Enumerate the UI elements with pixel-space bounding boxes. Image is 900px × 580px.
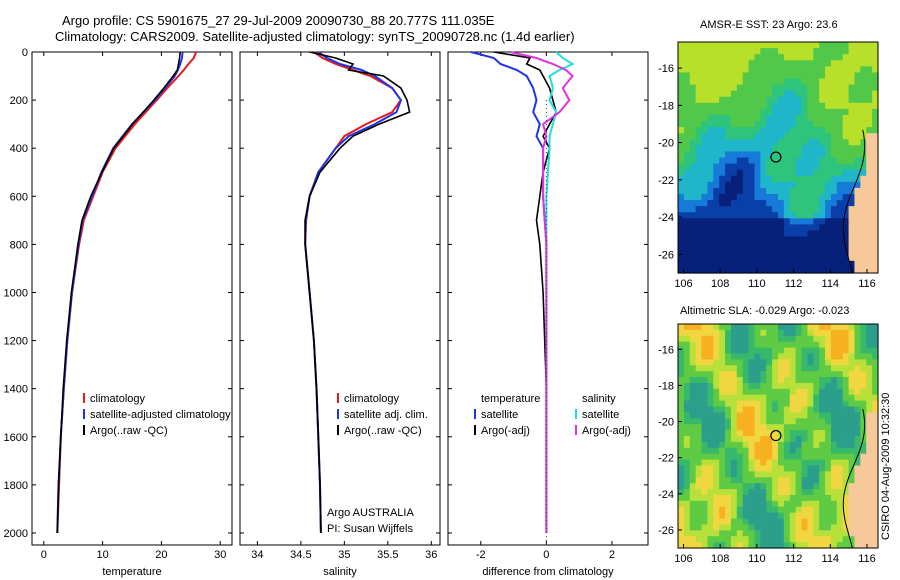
panel-1-frame xyxy=(31,51,233,546)
legend2-climatology-label: climatology xyxy=(344,393,400,405)
map1-lat-label: -16 xyxy=(658,63,674,75)
figure-title-line2: Climatology: CARS2009. Satellite-adjuste… xyxy=(55,29,575,44)
panel-1-xtick-label: 30 xyxy=(214,549,226,561)
map1-lon-label: 106 xyxy=(674,278,692,290)
legend3-temp-argo-label: Argo(-adj) xyxy=(481,425,530,437)
panel-3-xlabel: difference from climatology xyxy=(482,566,614,578)
panel-2-frame xyxy=(239,51,441,546)
depth-tick-label: 1000 xyxy=(4,287,28,299)
map2-field xyxy=(678,324,879,549)
legend3-sal-satellite-label: satellite xyxy=(582,409,619,421)
legend3-temp-satellite-label: satellite xyxy=(481,409,518,421)
panel-3-frame xyxy=(447,51,649,546)
depth-tick-label: 200 xyxy=(10,95,28,107)
map1-lat-label: -18 xyxy=(658,100,674,112)
map2-lat-label: -24 xyxy=(658,489,674,501)
figure-title-line1: Argo profile: CS 5901675_27 29-Jul-2009 … xyxy=(62,13,495,28)
map1-coastline xyxy=(842,129,866,274)
depth-tick-label: 1600 xyxy=(4,432,28,444)
legend3-sal-argo-label: Argo(-adj) xyxy=(582,425,631,437)
pi-name-label: PI: Susan Wijffels xyxy=(327,523,413,535)
map1-frame xyxy=(677,41,879,274)
legend2-satellite-label: satellite adj. clim. xyxy=(344,409,428,421)
legend1-satellite-label: satellite-adjusted climatology xyxy=(90,409,231,421)
legend3-salinity-heading: salinity xyxy=(582,393,616,405)
map2-lat-label: -18 xyxy=(658,380,674,392)
depth-tick-label: 400 xyxy=(10,143,28,155)
legend2-argo-label: Argo(..raw -QC) xyxy=(344,425,422,437)
map2-lon-label: 114 xyxy=(822,553,840,565)
map2-coastline xyxy=(842,409,866,549)
map2-float-marker xyxy=(770,429,782,442)
map2-lon-label: 116 xyxy=(858,553,876,565)
depth-tick-label: 1200 xyxy=(4,336,28,348)
panel-3-xtick-label: -2 xyxy=(476,549,486,561)
map1-lat-label: -24 xyxy=(658,212,674,224)
map1-lat-label: -26 xyxy=(658,249,674,261)
map2-lat-label: -20 xyxy=(658,417,674,429)
panel-2-series-black xyxy=(304,51,411,534)
map2-title: Altimetric SLA: -0.029 Argo: -0.023 xyxy=(680,305,850,317)
map2-lat-label: -16 xyxy=(658,344,674,356)
panel-2-xtick-label: 35 xyxy=(338,549,350,561)
depth-tick-label: 1800 xyxy=(4,480,28,492)
panel-1-xlabel: temperature xyxy=(102,566,161,578)
map1-lon-label: 116 xyxy=(858,278,876,290)
map2-frame xyxy=(677,323,879,549)
argo-australia-label: Argo AUSTRALIA xyxy=(327,507,414,519)
panel-2-xtick-label: 34.5 xyxy=(290,549,311,561)
panel-2-xtick-label: 34 xyxy=(251,549,263,561)
depth-tick-label: 2000 xyxy=(4,528,28,540)
map1-float-marker xyxy=(770,151,782,163)
map2-lon-label: 112 xyxy=(785,553,803,565)
map2-lat-label: -22 xyxy=(658,453,674,465)
map1-title: AMSR-E SST: 23 Argo: 23.6 xyxy=(700,19,838,31)
panel-3-xtick-label: 0 xyxy=(543,549,549,561)
panel-1-series-black xyxy=(56,51,181,534)
map1-lon-label: 110 xyxy=(748,278,766,290)
map1-lon-label: 112 xyxy=(785,278,803,290)
panel-1-xtick-label: 0 xyxy=(41,549,47,561)
map1-lat-label: -22 xyxy=(658,175,674,187)
legend1-argo-label: Argo(..raw -QC) xyxy=(90,425,168,437)
map1-field xyxy=(678,42,879,274)
legend1-climatology-label: climatology xyxy=(90,393,146,405)
depth-tick-label: 1400 xyxy=(4,384,28,396)
panel-1-xtick-label: 10 xyxy=(96,549,108,561)
map2-lat-label: -26 xyxy=(658,525,674,537)
panel-2-xtick-label: 36 xyxy=(425,549,437,561)
depth-tick-label: 0 xyxy=(22,47,28,59)
panel-1-xtick-label: 20 xyxy=(155,549,167,561)
credit-text: CSIRO 04-Aug-2009 10:32:30 xyxy=(880,392,892,540)
panel-2-xtick-label: 35.5 xyxy=(377,549,398,561)
map2-lon-label: 106 xyxy=(674,553,692,565)
legend3-temperature-heading: temperature xyxy=(481,393,540,405)
map1-lat-label: -20 xyxy=(658,138,674,150)
map1-lon-label: 108 xyxy=(711,278,729,290)
map1-lon-label: 114 xyxy=(822,278,840,290)
depth-tick-label: 800 xyxy=(10,239,28,251)
depth-tick-label: 600 xyxy=(10,191,28,203)
panel-3-xtick-label: 2 xyxy=(609,549,615,561)
map2-lon-label: 110 xyxy=(748,553,766,565)
map2-lon-label: 108 xyxy=(711,553,729,565)
panel-2-xlabel: salinity xyxy=(323,566,357,578)
